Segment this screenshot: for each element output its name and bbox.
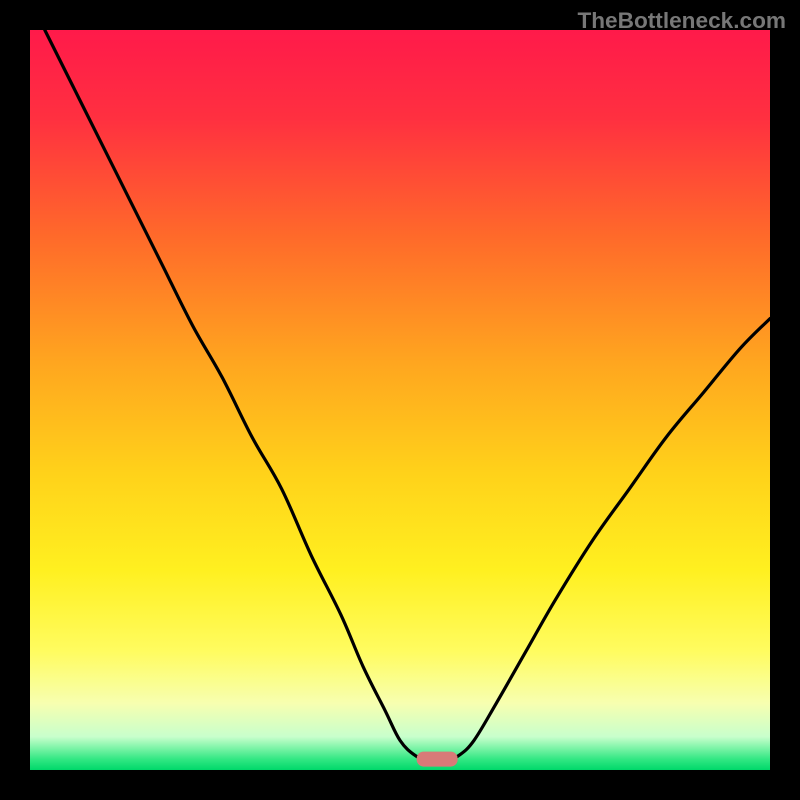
optimum-marker xyxy=(417,751,458,766)
chart-frame: TheBottleneck.com xyxy=(0,0,800,800)
bottleneck-curve xyxy=(30,30,770,770)
plot-area xyxy=(30,30,770,770)
watermark-text: TheBottleneck.com xyxy=(577,8,786,34)
